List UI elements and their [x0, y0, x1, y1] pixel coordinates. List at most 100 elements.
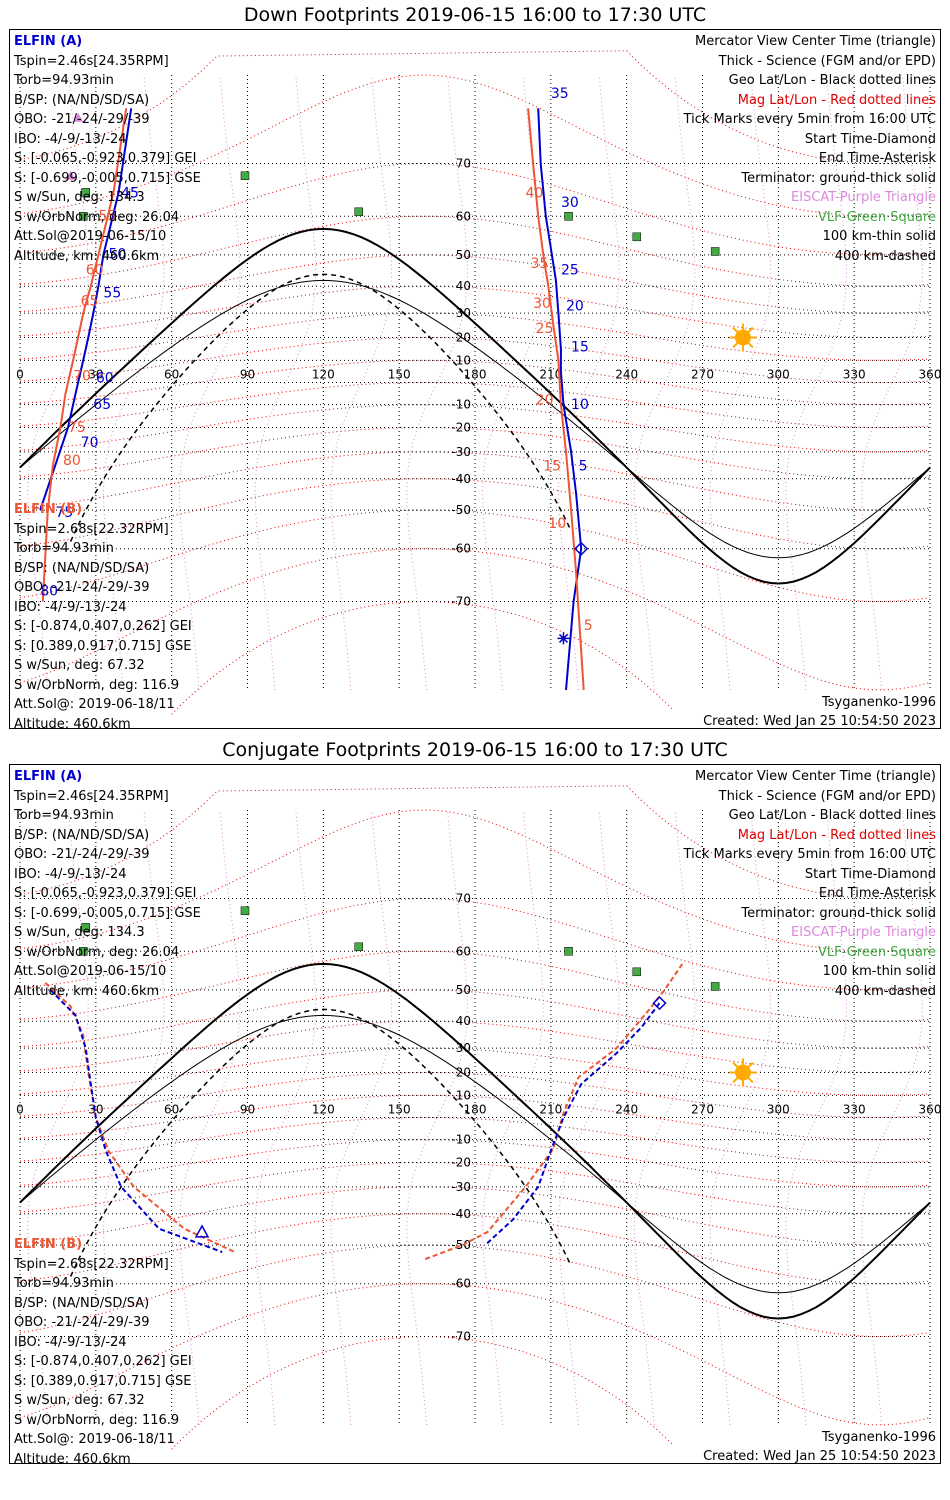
probe-b-line: Tspin=2.68s[22.32RPM]	[14, 1256, 169, 1272]
vlf-square-icon	[81, 923, 90, 932]
mag-meridian-line	[785, 74, 848, 691]
probe-a-conjugate-track	[484, 1002, 661, 1246]
legend-item: VLF-Green Square	[817, 944, 936, 960]
x-tick-label: 90	[240, 1103, 255, 1117]
probe-a-tick-label: 20	[566, 299, 584, 315]
model-label: Tsyganenko-1996	[822, 695, 936, 710]
eiscat-triangle-icon	[73, 112, 84, 122]
vlf-square-icon	[710, 982, 720, 991]
y-tick-label: -50	[451, 503, 471, 517]
legend-item: EISCAT-Purple Triangle	[791, 190, 936, 205]
mag-grid-line	[171, 1336, 673, 1450]
view-center-triangle-icon	[194, 1224, 210, 1238]
y-tick-label: -60	[451, 1277, 471, 1291]
sun-icon	[734, 329, 751, 346]
probe-b-line: S: [-0.874,0.407,0.262] GEI	[14, 619, 192, 634]
y-tick-label: -10	[451, 1133, 471, 1147]
x-tick-label: 300	[767, 1103, 790, 1117]
probe-a-info: ELFIN (A) Tspin=2.46s[24.35RPM] Torb=94.…	[14, 32, 201, 266]
mag-meridian-line	[406, 809, 468, 1426]
mag-meridian-line	[709, 74, 772, 691]
probe-b-line: Torb=94.93min	[14, 1276, 114, 1291]
y-tick-label: -70	[451, 1330, 471, 1344]
legend-item: End Time-Asterisk	[818, 886, 936, 901]
panel-1-map: 0 30 60 90 120 150 180 210 240 270 300 330 360 70 60 50…	[9, 29, 941, 732]
probe-b-tick-label: 25	[536, 321, 554, 337]
x-tick-label: 360	[919, 1103, 940, 1117]
mag-meridian-line	[785, 809, 848, 1426]
mag-meridian-line	[254, 74, 317, 691]
probe-a-line: S w/Sun, deg: 134.3	[14, 190, 145, 205]
probe-b-tick-label: 55	[98, 209, 116, 225]
panel-1-title: Down Footprints 2019-06-15 16:00 to 17:3…	[243, 4, 707, 26]
probe-a-track-west	[39, 108, 133, 511]
model-label: Tsyganenko-1996	[822, 1430, 936, 1445]
probe-b-tick-label: 5	[584, 618, 593, 634]
probe-a-line: B/SP: (NA/ND/SD/SA)	[14, 827, 150, 843]
probe-b-line: S: [0.389,0.917,0.715] GSE	[14, 1373, 192, 1389]
legend-item: Mag Lat/Lon - Red dotted lines	[737, 92, 936, 108]
mag-meridian-line	[482, 74, 544, 691]
probe-b-line: Altitude: 460.6km	[14, 1451, 131, 1467]
probe-b-tick-label: 65	[81, 293, 99, 309]
legend-item: Start Time-Diamond	[804, 866, 936, 882]
probe-b-line: Torb=94.93min	[14, 541, 114, 556]
legend-item: Tick Marks every 5min from 16:00 UTC	[683, 112, 936, 127]
y-tick-label: 60	[456, 944, 471, 958]
mag-grid-line	[19, 359, 931, 406]
probe-b-conjugate-track	[424, 963, 684, 1261]
vlf-square-icon	[240, 906, 250, 916]
vlf-square-icon	[710, 247, 720, 256]
probe-a-line: Torb=94.93min	[14, 73, 114, 88]
mag-meridian-line	[178, 74, 241, 691]
probe-b-line: Altitude: 460.6km	[14, 716, 131, 732]
probe-b-line: S w/Sun, deg: 67.32	[14, 658, 145, 673]
created-label: Created: Wed Jan 25 10:54:50 2023	[703, 1449, 936, 1464]
probe-b-line: Tspin=2.68s[22.32RPM]	[14, 521, 169, 537]
mag-meridian-line	[557, 809, 620, 1426]
legend: Mercator View Center Time (triangle) Thi…	[684, 767, 936, 1001]
mag-grid-line	[19, 1071, 931, 1119]
probe-b-line: B/SP: (NA/ND/SD/SA)	[14, 560, 150, 576]
mag-meridian-line	[102, 74, 165, 691]
mag-grid-line	[19, 285, 931, 338]
y-tick-label: 10	[456, 1088, 471, 1102]
panel-2-title: Conjugate Footprints 2019-06-15 16:00 to…	[222, 739, 728, 761]
probe-b-tick-label: 70	[73, 368, 91, 384]
panel-2-chart: 0 30 60 90 120 150 180 210 240 270 300 330 360 70 60 50…	[16, 785, 940, 1450]
x-tick-label: 120	[312, 1103, 335, 1117]
mag-meridian-line	[330, 809, 393, 1426]
mag-grid-line	[19, 1020, 931, 1073]
probe-a-line: Tspin=2.46s[24.35RPM]	[14, 53, 169, 69]
probe-b-tick-label: 30	[533, 296, 551, 312]
x-tick-label: 120	[312, 368, 335, 382]
probe-a-tick-label: 5	[579, 458, 588, 474]
x-tick-label: 180	[464, 1103, 487, 1117]
x-tick-label: 30	[88, 1103, 103, 1117]
vlf-square-icon	[564, 947, 573, 956]
panel-1-chart: 0 30 60 90 120 150 180 210 240 270 300 330 360706050…	[16, 50, 940, 715]
probe-b-tick-label: 15	[543, 458, 561, 474]
probe-a-tick-label: 50	[108, 246, 126, 262]
legend-item: Mercator View Center Time (triangle)	[695, 769, 936, 784]
created-label: Created: Wed Jan 25 10:54:50 2023	[703, 714, 936, 729]
legend-item: Thick - Science (FGM and/or EPD)	[718, 788, 936, 804]
probe-a-tick-label: 30	[561, 195, 579, 211]
mag-meridian-line	[102, 809, 165, 1426]
x-tick-label: 180	[464, 368, 487, 382]
probe-a-track	[537, 108, 583, 691]
probe-b-tick-label: 10	[548, 516, 566, 532]
x-tick-label: 0	[16, 1103, 24, 1117]
x-tick-label: 270	[691, 368, 714, 382]
y-tick-label: -70	[451, 595, 471, 609]
mag-grid-line	[19, 1116, 931, 1164]
x-tick-label: 360	[919, 368, 940, 382]
probe-a-line: Att.Sol@2019-06-15/10	[14, 229, 167, 244]
probe-b-line: IBO: -4/-9/-13/-24	[14, 599, 127, 615]
probe-a-tick-label: 10	[571, 397, 589, 413]
probe-b-tick-label: 80	[40, 583, 58, 599]
legend-item: 100 km-thin solid	[822, 229, 936, 244]
mag-meridian-line	[482, 809, 544, 1426]
probe-a-name: ELFIN (A)	[14, 34, 83, 49]
y-tick-label: -10	[451, 398, 471, 412]
